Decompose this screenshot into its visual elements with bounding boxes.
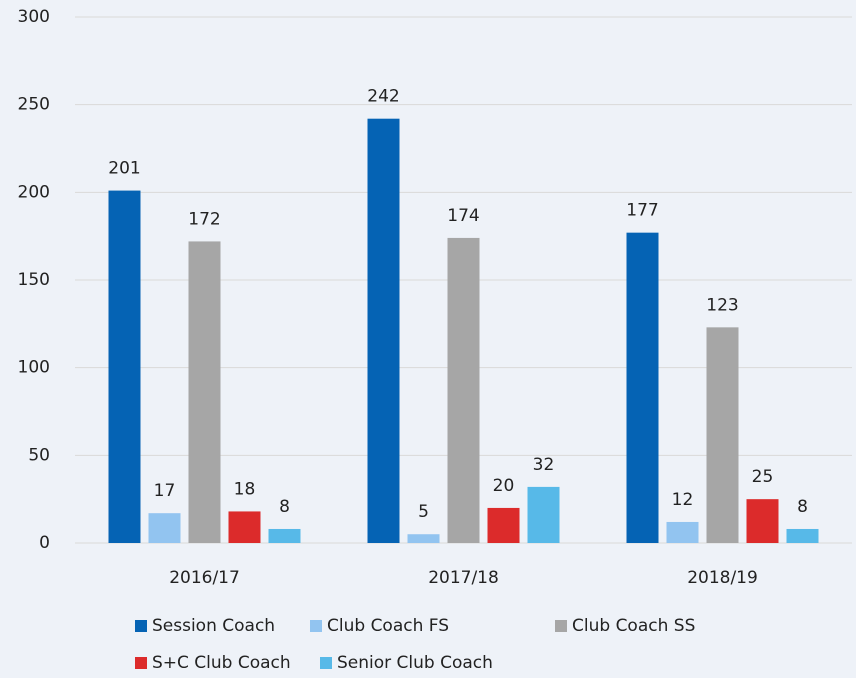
y-tick-label: 50 bbox=[28, 445, 50, 465]
bar bbox=[706, 327, 739, 543]
bar bbox=[407, 534, 440, 543]
value-label: 20 bbox=[493, 476, 515, 496]
x-tick-label: 2018/19 bbox=[687, 568, 758, 588]
bar bbox=[228, 511, 261, 543]
bar bbox=[108, 190, 141, 543]
value-label: 201 bbox=[108, 159, 140, 179]
y-tick-label: 100 bbox=[18, 358, 50, 378]
bar bbox=[786, 528, 819, 543]
legend-label: Senior Club Coach bbox=[337, 653, 493, 673]
value-label: 12 bbox=[672, 490, 694, 510]
value-label: 8 bbox=[797, 497, 808, 517]
value-label: 123 bbox=[706, 295, 738, 315]
y-tick-label: 200 bbox=[18, 182, 50, 202]
bar bbox=[148, 513, 181, 543]
bar bbox=[447, 237, 480, 544]
legend-label: S+C Club Coach bbox=[152, 653, 291, 673]
y-tick-label: 300 bbox=[18, 7, 50, 27]
bar bbox=[268, 528, 301, 543]
legend-label: Session Coach bbox=[152, 616, 275, 636]
bar bbox=[527, 486, 560, 543]
y-tick-label: 0 bbox=[39, 533, 50, 553]
bar bbox=[487, 507, 520, 543]
legend-swatch bbox=[555, 620, 567, 632]
value-label: 177 bbox=[626, 201, 658, 221]
value-label: 8 bbox=[279, 497, 290, 517]
legend-swatch bbox=[135, 620, 147, 632]
bar bbox=[188, 241, 221, 543]
value-label: 17 bbox=[154, 481, 176, 501]
legend-label: Club Coach FS bbox=[327, 616, 449, 636]
x-tick-label: 2016/17 bbox=[169, 568, 240, 588]
value-label: 242 bbox=[367, 87, 399, 107]
value-label: 172 bbox=[188, 209, 220, 229]
bar bbox=[626, 232, 659, 543]
legend-label: Club Coach SS bbox=[572, 616, 695, 636]
y-tick-label: 250 bbox=[18, 95, 50, 115]
value-label: 25 bbox=[752, 467, 774, 487]
value-label: 18 bbox=[234, 479, 256, 499]
legend-swatch bbox=[135, 657, 147, 669]
x-tick-label: 2017/18 bbox=[428, 568, 499, 588]
value-label: 5 bbox=[418, 502, 429, 522]
bar bbox=[666, 521, 699, 543]
value-label: 32 bbox=[533, 455, 555, 475]
legend-swatch bbox=[320, 657, 332, 669]
bar bbox=[367, 118, 400, 544]
bar bbox=[746, 499, 779, 543]
value-label: 174 bbox=[447, 206, 479, 226]
legend-swatch bbox=[310, 620, 322, 632]
y-tick-label: 150 bbox=[18, 270, 50, 290]
